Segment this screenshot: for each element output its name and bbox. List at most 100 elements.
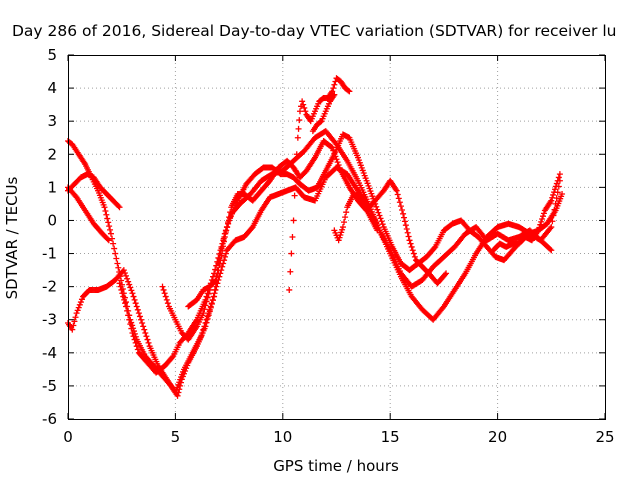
data-point [549,194,556,201]
data-point [122,303,129,310]
data-point [217,257,224,264]
data-point [73,310,80,317]
data-point [106,223,113,230]
data-point [550,191,557,198]
data-point [140,323,147,330]
data-point [114,260,121,267]
data-point [408,243,415,250]
data-series [159,283,213,343]
data-point [329,144,336,151]
data-point [160,286,167,293]
data-series [309,91,338,135]
data-point [202,320,209,327]
data-point [118,286,125,293]
y-tick-label: 4 [47,79,57,97]
y-tick-label: -5 [42,377,57,395]
data-point [407,240,414,247]
data-series [185,138,450,310]
data-point [134,346,141,353]
data-point [410,250,417,257]
data-series [65,128,563,399]
data-point [220,260,227,267]
y-axis-label: SDTVAR / TECUs [3,176,21,299]
data-point [120,267,127,274]
data-point [122,272,129,279]
data-point [200,326,207,333]
data-point [333,156,340,163]
data-point [401,218,408,225]
data-point [443,270,450,277]
data-point [403,225,410,232]
data-point [210,293,217,300]
data-point [198,333,205,340]
data-point [335,162,342,169]
data-point [328,143,335,150]
data-point [107,226,114,233]
data-point [104,215,111,222]
data-point [71,318,78,325]
data-point [205,290,212,297]
data-point [116,204,123,211]
data-point [222,250,229,257]
data-point [202,302,209,309]
data-point [203,298,210,305]
data-point [551,189,558,196]
data-point [135,310,142,317]
data-point [341,219,348,226]
data-point [218,252,225,259]
data-point [222,229,229,236]
data-point [290,217,297,224]
data-point [121,269,128,276]
data-series [331,190,381,244]
data-point [214,258,221,265]
data-point [331,81,338,88]
data-point [343,209,350,216]
data-point [399,206,406,213]
data-point [143,333,150,340]
data-point [296,108,303,115]
data-point [330,93,337,100]
x-tick-label: 0 [63,428,73,446]
data-point [121,296,128,303]
data-point [77,299,84,306]
data-point [133,343,140,350]
data-point [393,187,400,194]
data-point [540,213,547,220]
data-point [402,222,409,229]
data-point [105,219,112,226]
y-tick-label: -1 [42,245,57,263]
data-point [132,339,139,346]
data-point [301,104,308,111]
data-point [116,280,123,287]
data-point [334,159,341,166]
data-point [120,293,127,300]
data-point [69,326,76,333]
data-point [409,247,416,254]
data-point [330,85,337,92]
data-point [329,88,336,95]
data-point [559,190,566,197]
data-point [209,296,216,303]
data-point [208,300,215,307]
data-point [552,183,559,190]
data-point [400,210,407,217]
data-point [548,247,555,254]
data-point [124,275,131,282]
data-point [204,313,211,320]
data-point [70,322,77,329]
data-point [288,250,295,257]
data-point [130,333,137,340]
data-point [107,230,114,237]
data-point [204,294,211,301]
data-point [302,108,309,115]
data-point [201,323,208,330]
data-series [490,171,563,254]
data-point [294,134,301,141]
data-series [65,184,112,244]
data-point [127,284,134,291]
data-point [127,321,134,328]
data-point [395,195,402,202]
data-point [548,197,555,204]
data-point [131,336,138,343]
